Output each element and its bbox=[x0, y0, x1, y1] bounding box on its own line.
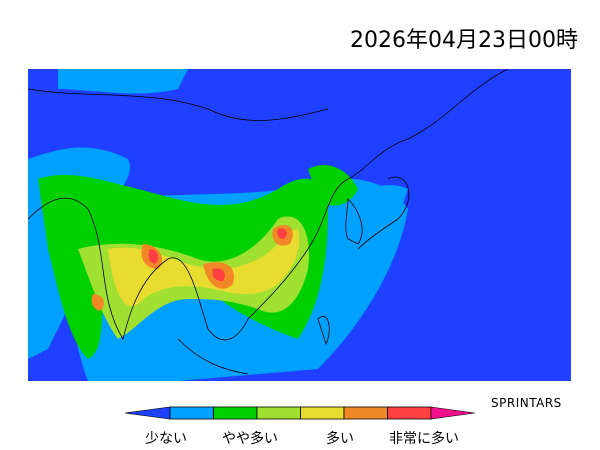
legend-label-high: 多い bbox=[326, 431, 354, 447]
color-scale-bar bbox=[125, 406, 475, 420]
yellow-areas bbox=[108, 229, 300, 307]
scale-segment bbox=[300, 406, 345, 420]
coastlines bbox=[28, 69, 509, 375]
scale-segment bbox=[343, 406, 388, 420]
scale-segment bbox=[169, 406, 214, 420]
forecast-time-title: 2026年04月23日00時 bbox=[350, 28, 578, 53]
aerosol-map bbox=[28, 69, 571, 381]
legend-label-low: 少ない bbox=[145, 431, 187, 447]
scale-segment bbox=[387, 406, 432, 420]
legend-label-somewhat-high: やや多い bbox=[222, 431, 278, 447]
scale-high-triangle bbox=[430, 406, 475, 420]
scale-segment bbox=[256, 406, 301, 420]
scale-low-triangle bbox=[125, 406, 171, 420]
model-credit: SPRINTARS bbox=[491, 396, 562, 410]
red-areas bbox=[148, 228, 287, 282]
scale-segment bbox=[213, 406, 258, 420]
legend-label-very-high: 非常に多い bbox=[389, 431, 459, 447]
